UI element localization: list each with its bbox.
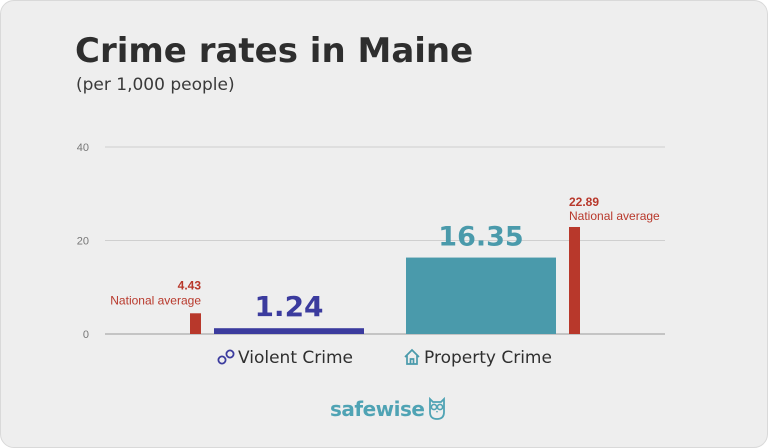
national-average-bar — [190, 313, 201, 334]
logo-text: safewise — [330, 397, 425, 421]
national-average-bar — [569, 226, 580, 334]
national-average-text: National average — [569, 209, 660, 223]
bar-value-label: 16.35 — [438, 222, 523, 253]
national-average-value: 22.89 — [569, 195, 599, 209]
y-tick-label: 0 — [83, 329, 89, 341]
handcuffs-icon — [217, 349, 235, 365]
national-average-value: 4.43 — [178, 278, 202, 292]
chart-subtitle: (per 1,000 people) — [76, 75, 235, 95]
y-tick-label: 40 — [77, 142, 89, 154]
category-label: Property Crime — [424, 348, 552, 368]
category-label: Violent Crime — [238, 348, 353, 368]
y-tick-label: 20 — [77, 236, 89, 248]
data-bar — [214, 328, 364, 334]
owl-icon — [429, 397, 446, 420]
safewise-logo: safewise — [330, 397, 447, 421]
data-bar — [406, 257, 556, 334]
house-icon — [404, 348, 420, 365]
chart-title: Crime rates in Maine — [75, 31, 474, 71]
bar-value-label: 1.24 — [254, 290, 323, 323]
national-average-text: National average — [110, 293, 201, 307]
